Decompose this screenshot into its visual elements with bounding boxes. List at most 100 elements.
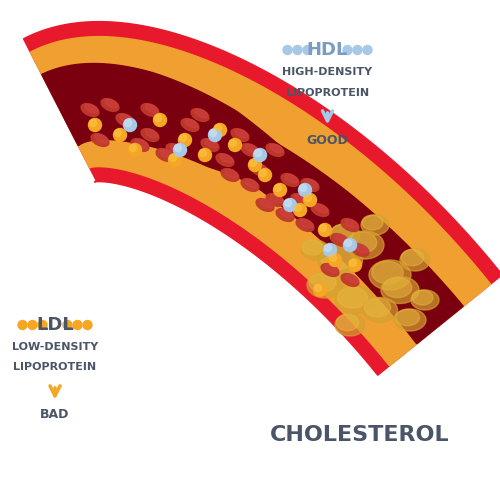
Circle shape [328,254,342,266]
Circle shape [320,224,326,232]
Circle shape [300,184,306,192]
Ellipse shape [135,139,148,148]
Circle shape [363,46,372,54]
Ellipse shape [260,199,273,208]
Text: CHOLESTEROL: CHOLESTEROL [270,425,450,445]
Text: LDL: LDL [36,316,74,334]
Ellipse shape [346,231,384,259]
Circle shape [210,130,216,136]
Ellipse shape [170,144,183,153]
Circle shape [274,184,281,192]
Ellipse shape [220,154,233,163]
Circle shape [114,128,126,141]
Circle shape [254,150,262,156]
Circle shape [318,224,332,236]
Ellipse shape [330,224,360,246]
Ellipse shape [412,290,433,305]
Circle shape [170,154,176,162]
Circle shape [294,204,302,212]
Circle shape [154,114,162,121]
Circle shape [284,200,292,206]
Polygon shape [30,36,490,366]
Text: LIPOPROTEIN: LIPOPROTEIN [286,88,369,98]
Circle shape [344,238,356,252]
Ellipse shape [241,178,259,192]
Circle shape [168,154,181,166]
Circle shape [73,320,82,330]
Ellipse shape [285,174,298,183]
Circle shape [283,46,292,54]
Ellipse shape [116,114,134,126]
Ellipse shape [235,129,248,138]
Ellipse shape [321,264,339,276]
Ellipse shape [145,104,158,113]
Ellipse shape [307,272,343,298]
Ellipse shape [295,194,308,203]
Ellipse shape [305,179,318,188]
Ellipse shape [361,215,389,235]
Ellipse shape [256,198,274,211]
Circle shape [304,194,312,202]
Circle shape [248,158,262,172]
Ellipse shape [331,234,349,246]
Circle shape [324,244,336,256]
Circle shape [124,118,136,132]
Text: GOOD: GOOD [306,134,348,146]
Circle shape [230,140,236,146]
Ellipse shape [245,144,258,153]
Polygon shape [24,22,500,375]
Circle shape [38,320,47,330]
Ellipse shape [400,249,430,271]
Ellipse shape [85,104,98,113]
Circle shape [298,184,312,196]
Ellipse shape [276,208,294,222]
Circle shape [348,258,362,272]
Ellipse shape [280,209,293,218]
Ellipse shape [336,314,359,331]
Ellipse shape [345,274,358,283]
Ellipse shape [325,264,338,273]
Circle shape [200,150,206,156]
Text: LIPOPROTEIN: LIPOPROTEIN [14,362,96,372]
Ellipse shape [221,168,239,181]
Circle shape [18,320,27,330]
Circle shape [174,144,186,156]
Ellipse shape [141,128,159,141]
Ellipse shape [315,204,328,213]
Ellipse shape [381,276,419,303]
Ellipse shape [201,138,219,151]
Ellipse shape [156,148,174,162]
Ellipse shape [301,178,319,192]
Circle shape [90,120,96,126]
Ellipse shape [355,244,368,253]
Ellipse shape [185,119,198,128]
Polygon shape [42,64,464,344]
Ellipse shape [341,274,359,286]
Ellipse shape [231,128,249,141]
Ellipse shape [338,287,368,308]
Ellipse shape [245,179,258,188]
Ellipse shape [101,98,119,112]
Ellipse shape [394,309,426,331]
Circle shape [128,144,141,156]
Ellipse shape [341,218,359,232]
Ellipse shape [205,139,218,148]
Ellipse shape [270,144,283,153]
Ellipse shape [411,290,439,310]
Ellipse shape [120,114,133,123]
Circle shape [284,198,296,211]
Ellipse shape [181,118,199,132]
Circle shape [114,130,121,136]
Circle shape [353,46,362,54]
Ellipse shape [296,218,314,232]
Ellipse shape [81,104,99,117]
Circle shape [250,160,256,166]
Circle shape [344,240,352,246]
Circle shape [330,254,336,262]
Circle shape [343,46,352,54]
Ellipse shape [216,154,234,166]
Circle shape [314,284,322,292]
Circle shape [258,168,272,181]
Ellipse shape [309,273,336,292]
Ellipse shape [335,314,365,336]
